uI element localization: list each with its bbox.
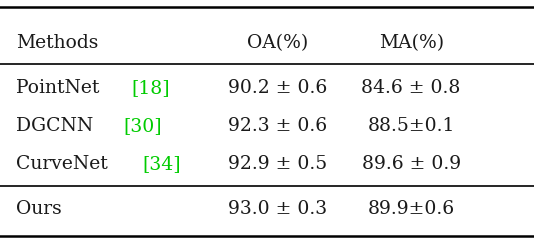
Text: 93.0 ± 0.3: 93.0 ± 0.3 [228, 200, 327, 218]
Text: Methods: Methods [16, 34, 98, 52]
Text: 88.5±0.1: 88.5±0.1 [367, 117, 455, 135]
Text: MA(%): MA(%) [379, 34, 444, 52]
Text: 92.9 ± 0.5: 92.9 ± 0.5 [228, 155, 327, 173]
Text: [30]: [30] [123, 117, 162, 135]
Text: 89.9±0.6: 89.9±0.6 [367, 200, 455, 218]
Text: [18]: [18] [131, 79, 170, 97]
Text: 89.6 ± 0.9: 89.6 ± 0.9 [362, 155, 461, 173]
Text: 92.3 ± 0.6: 92.3 ± 0.6 [228, 117, 327, 135]
Text: 90.2 ± 0.6: 90.2 ± 0.6 [228, 79, 327, 97]
Text: OA(%): OA(%) [247, 34, 308, 52]
Text: Ours: Ours [16, 200, 62, 218]
Text: PointNet: PointNet [16, 79, 105, 97]
Text: CurveNet: CurveNet [16, 155, 114, 173]
Text: DGCNN: DGCNN [16, 117, 99, 135]
Text: 84.6 ± 0.8: 84.6 ± 0.8 [362, 79, 461, 97]
Text: [34]: [34] [142, 155, 181, 173]
